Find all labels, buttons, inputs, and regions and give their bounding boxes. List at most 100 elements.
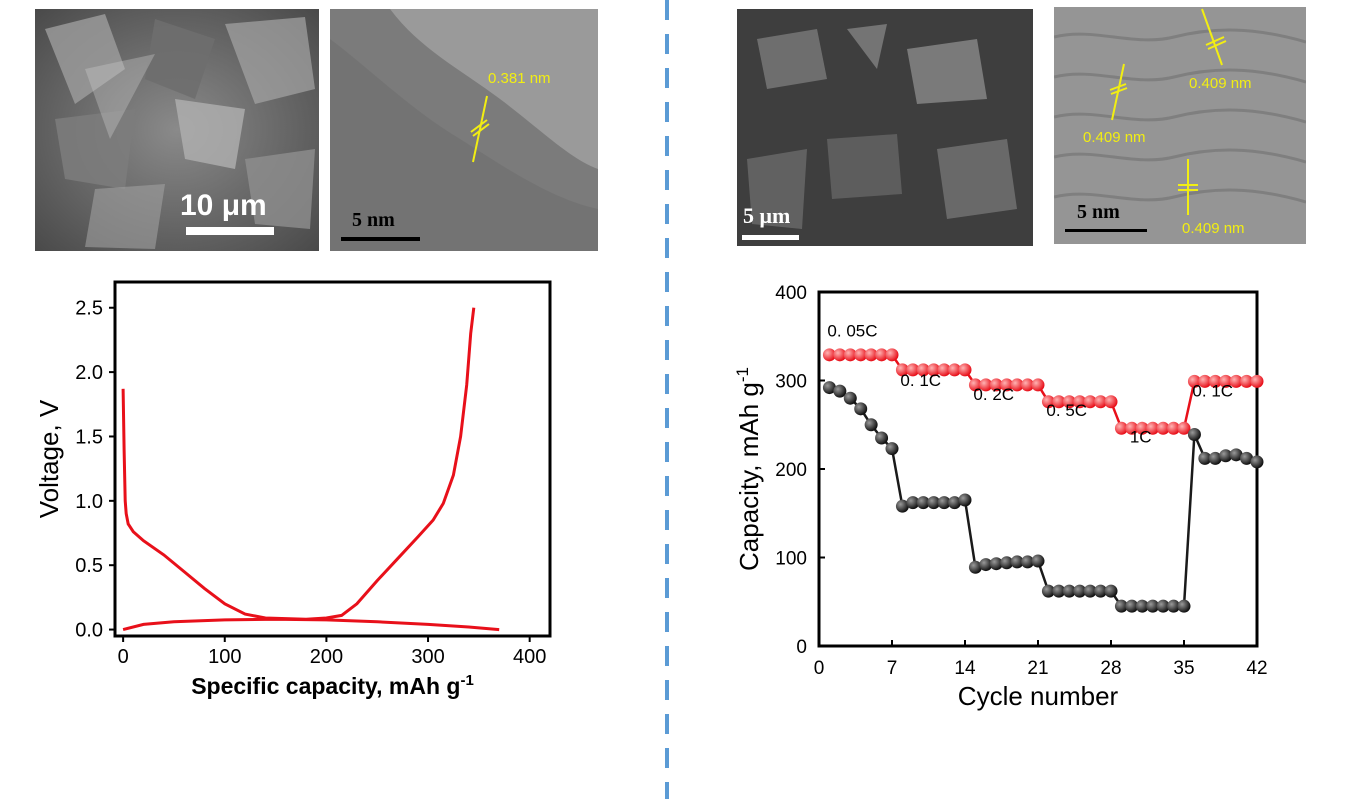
data-point-black [1083, 584, 1097, 598]
rate-label: 1C [1130, 427, 1152, 446]
data-point-black [968, 560, 982, 574]
data-point-black [885, 442, 899, 456]
x-tick-label: 42 [1246, 658, 1267, 679]
data-point-red [895, 363, 909, 377]
data-point-black [989, 557, 1003, 571]
sem-left-scale-bar [186, 227, 274, 235]
y-tick-label: 0 [796, 637, 807, 658]
tem-image-left: 0.381 nm 5 nm [330, 9, 598, 251]
data-point-red [1229, 374, 1243, 388]
data-point-red [1073, 395, 1087, 409]
data-point-black [1156, 599, 1170, 613]
rate-label: 0. 05C [827, 321, 877, 340]
data-point-red [1240, 374, 1254, 388]
data-point-black [937, 496, 951, 510]
data-point-red [1083, 395, 1097, 409]
rate-label: 0. 2C [973, 385, 1014, 404]
tem-left-scale-label: 5 nm [352, 209, 395, 231]
x-tick-label: 14 [954, 658, 976, 679]
data-point-black [1041, 584, 1055, 598]
data-point-red [1187, 374, 1201, 388]
x-tick-label: 0 [118, 646, 129, 668]
data-point-red [1250, 374, 1264, 388]
x-tick-label: 35 [1173, 658, 1194, 679]
y-axis-label-superscript: -1 [733, 367, 752, 382]
series-line-black [829, 386, 1258, 608]
data-point-red [1031, 378, 1045, 392]
data-point-red [1219, 374, 1233, 388]
rate-capability-chart: 0 7 14 21 28 35 42 0 100 200 300 400 0. 05C 0. 1C 0. 2… [733, 283, 1268, 711]
data-point-black [1208, 451, 1222, 465]
data-point-red [822, 348, 836, 362]
data-point-red [948, 363, 962, 377]
sem-right-scale-bar [742, 235, 799, 240]
data-point-black [1052, 584, 1066, 598]
data-point-red [843, 348, 857, 362]
data-point-red [1094, 395, 1108, 409]
y-tick-label: 300 [775, 372, 807, 393]
data-point-black [1010, 555, 1024, 569]
y-axis-label: Capacity, mAh g-1 [733, 367, 764, 571]
tem-right-scale-bar [1065, 229, 1147, 232]
y-tick-label: 2.0 [75, 362, 103, 384]
data-point-red [1177, 421, 1191, 435]
data-point-red [833, 348, 847, 362]
data-point-red [1010, 378, 1024, 392]
x-axis-label-superscript: -1 [460, 672, 473, 689]
data-point-black [833, 384, 847, 398]
data-point-black [1187, 427, 1201, 441]
data-point-black [1073, 584, 1087, 598]
tem-right-lattice-label-2: 0.409 nm [1083, 129, 1146, 146]
data-point-red [989, 378, 1003, 392]
data-point-black [1146, 599, 1160, 613]
y-tick-label: 400 [775, 283, 807, 304]
data-point-black [822, 381, 836, 395]
data-point-black [916, 496, 930, 510]
data-point-red [1052, 395, 1066, 409]
x-tick-label: 0 [814, 658, 825, 679]
data-point-black [1094, 584, 1108, 598]
data-point-red [1104, 395, 1118, 409]
sem-left-scale-label: 10 μm [180, 189, 267, 222]
lattice-marker-icon [470, 95, 490, 163]
lattice-marker-icon [1178, 159, 1198, 215]
data-point-red [979, 378, 993, 392]
rate-label: 0. 1C [900, 371, 941, 390]
data-point-red [1021, 378, 1035, 392]
tem-left-lattice-label: 0.381 nm [488, 70, 551, 87]
x-tick-label: 21 [1027, 658, 1048, 679]
sem-image-right: 5 μm [737, 9, 1033, 246]
y-tick-label: 0.0 [75, 620, 103, 642]
lattice-marker-icon [1109, 63, 1128, 121]
divider-dashed-line [665, 0, 669, 799]
sem-image-left: 10 μm [35, 9, 319, 251]
data-point-red [1167, 421, 1181, 435]
data-point-black [1125, 599, 1139, 613]
tem-left-scale-bar [341, 237, 420, 241]
data-point-red [1000, 378, 1014, 392]
data-point-black [927, 496, 941, 510]
data-point-black [854, 402, 868, 416]
data-point-red [875, 348, 889, 362]
voltage-profile-chart: 0 100 200 300 400 0.0 0.5 1.0 1.5 2.0 2.5 Specific … [34, 280, 552, 699]
data-point-black [864, 418, 878, 432]
x-tick-label: 100 [208, 646, 241, 668]
data-point-red [927, 363, 941, 377]
data-point-black [979, 558, 993, 572]
y-tick-label: 1.5 [75, 426, 103, 448]
y-tick-label: 200 [775, 460, 807, 481]
series-line-1 [121, 307, 476, 621]
data-point-red [1208, 374, 1222, 388]
data-point-black [1031, 554, 1045, 568]
data-point-red [958, 363, 972, 377]
data-point-black [1104, 584, 1118, 598]
data-point-black [948, 496, 962, 510]
data-point-red [1135, 421, 1149, 435]
y-tick-label: 100 [775, 549, 807, 570]
y-axis-label: Voltage, V [34, 399, 64, 518]
tem-right-lattice-label-1: 0.409 nm [1189, 75, 1252, 92]
data-point-red [1146, 421, 1160, 435]
data-point-red [916, 363, 930, 377]
data-point-black [1229, 448, 1243, 462]
series-line-2 [122, 617, 500, 632]
